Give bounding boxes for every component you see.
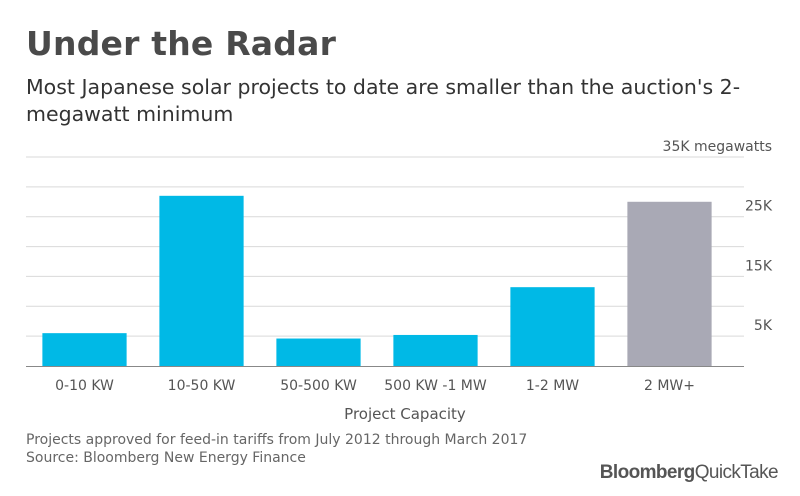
bar-1: [159, 195, 244, 366]
footnote: Projects approved for feed-in tariffs fr…: [26, 432, 528, 448]
y-tick-label: 5K: [754, 318, 773, 334]
y-tick-label: 35K megawatts: [663, 139, 772, 155]
x-tick-label: 10-50 KW: [168, 378, 236, 394]
bar-4: [510, 287, 595, 366]
chart-title: Under the Radar: [26, 24, 337, 63]
x-tick-label: 500 KW -1 MW: [384, 378, 487, 394]
x-axis-title: Project Capacity: [344, 405, 466, 423]
chart-subtitle: Most Japanese solar projects to date are…: [26, 75, 741, 126]
x-tick-label: 50-500 KW: [280, 378, 357, 394]
y-tick-label: 25K: [745, 199, 773, 215]
y-tick-label: 15K: [745, 258, 773, 274]
bar-3: [393, 334, 478, 366]
x-tick-label: 2 MW+: [644, 378, 695, 394]
x-tick-label: 1-2 MW: [526, 378, 579, 394]
bar-chart: 5K 15K 25K 35K megawatts 0-10 KW 10-50 KW 50-…: [26, 139, 773, 423]
bar-2: [276, 338, 361, 366]
brand-logo-part1: Bloomberg: [599, 462, 695, 483]
source-note: Source: Bloomberg New Energy Finance: [26, 450, 306, 466]
bar-5: [627, 201, 712, 366]
bar-0: [42, 333, 127, 366]
brand-logo: BloombergQuickTake: [599, 462, 779, 484]
brand-logo-part2: QuickTake: [694, 462, 779, 483]
x-tick-label: 0-10 KW: [55, 378, 114, 394]
footer: Projects approved for feed-in tariffs fr…: [26, 431, 527, 467]
